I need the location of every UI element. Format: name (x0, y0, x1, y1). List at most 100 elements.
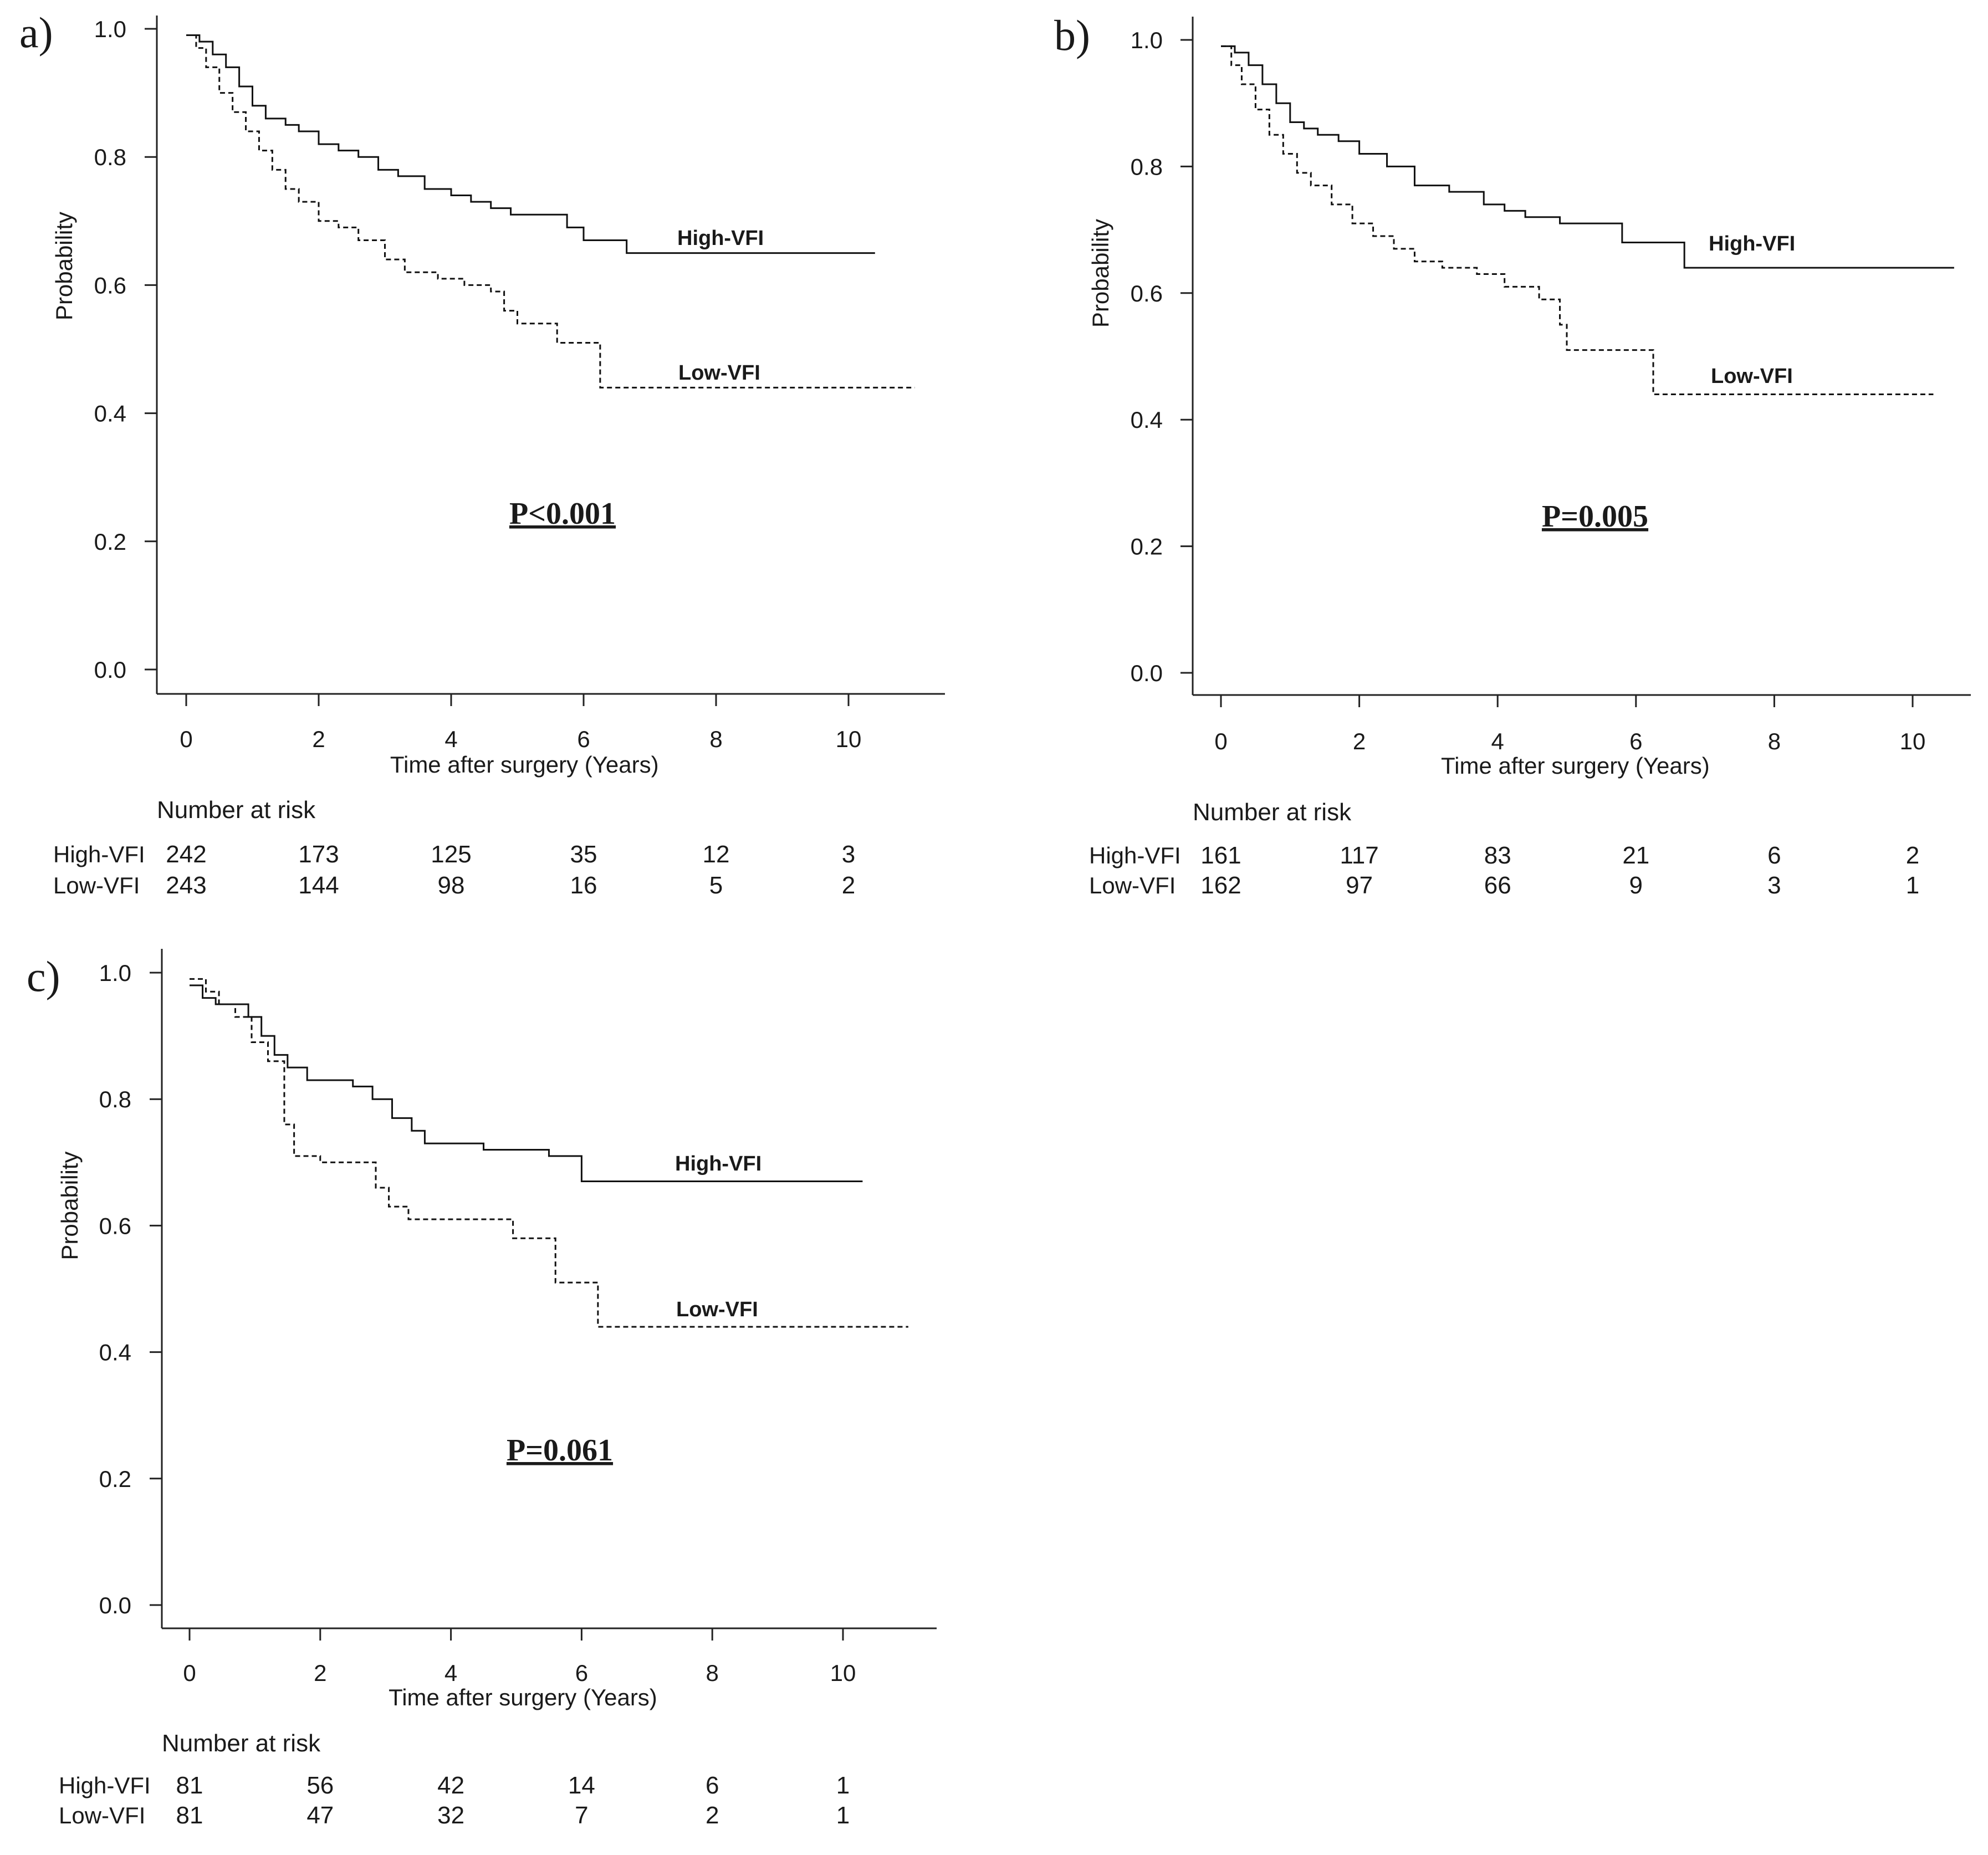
risk-value: 16 (570, 872, 597, 899)
x-axis-title: Time after surgery (Years) (389, 1684, 657, 1710)
x-tick-label: 4 (1491, 728, 1504, 754)
x-tick-label: 2 (312, 726, 325, 752)
risk-value: 14 (568, 1772, 595, 1799)
risk-value: 12 (703, 841, 730, 868)
risk-value: 98 (438, 872, 465, 899)
risk-value: 42 (437, 1772, 464, 1799)
y-tick-label: 0.2 (94, 529, 126, 555)
x-tick-label: 8 (1768, 728, 1781, 754)
risk-value: 1 (1906, 872, 1919, 899)
x-axis-title: Time after surgery (Years) (390, 752, 659, 778)
y-tick-label: 0.8 (99, 1086, 131, 1112)
risk-row-label: High-VFI (1089, 842, 1181, 868)
risk-value: 56 (306, 1772, 334, 1799)
risk-value: 144 (298, 872, 339, 899)
risk-value: 97 (1346, 872, 1373, 899)
curve-label-low-vfi: Low-VFI (1711, 365, 1793, 388)
x-tick-label: 4 (444, 1660, 457, 1686)
curve-label-low-vfi: Low-VFI (678, 361, 760, 385)
x-tick-label: 4 (444, 726, 457, 752)
risk-row-label: Low-VFI (53, 872, 140, 898)
curve-label-high-vfi: High-VFI (677, 227, 764, 250)
survival-curve-high-vfi (1221, 45, 1954, 269)
curve-label-high-vfi: High-VFI (1709, 232, 1795, 255)
risk-value: 125 (431, 841, 471, 868)
risk-value: 5 (709, 872, 723, 899)
y-tick-label: 0.2 (99, 1466, 131, 1492)
risk-row-label: Low-VFI (1089, 872, 1176, 898)
risk-value: 66 (1484, 872, 1511, 899)
y-tick-label: 0.6 (99, 1213, 131, 1239)
y-tick-label: 0.8 (1131, 154, 1163, 180)
risk-table-title: Number at risk (157, 796, 316, 824)
risk-value: 6 (706, 1772, 719, 1799)
risk-value: 162 (1200, 872, 1241, 899)
risk-value: 1 (836, 1802, 850, 1829)
survival-curve-low-vfi (1221, 45, 1934, 396)
risk-value: 117 (1340, 842, 1379, 869)
risk-row-label: Low-VFI (59, 1802, 145, 1828)
km-panel-a: a) 0.0 0.2 0.4 0.6 0.8 1.0 0 2 4 6 8 10 Time after su… (19, 8, 945, 899)
risk-value: 32 (437, 1802, 464, 1829)
x-tick-label: 0 (183, 1660, 196, 1686)
x-tick-label: 10 (1900, 728, 1926, 754)
x-tick-label: 6 (1629, 728, 1642, 754)
risk-value: 47 (306, 1802, 334, 1829)
y-tick-label: 0.6 (94, 272, 126, 298)
risk-value: 2 (1906, 842, 1919, 869)
km-panel-c: c) 0.0 0.2 0.4 0.6 0.8 1.0 0 2 4 6 8 10 Time after su… (27, 949, 937, 1829)
risk-value: 242 (166, 841, 206, 868)
risk-value: 3 (1767, 872, 1781, 899)
y-tick-label: 0.4 (94, 401, 126, 427)
risk-value: 161 (1200, 842, 1241, 869)
y-tick-label: 0.8 (94, 144, 126, 170)
curve-label-low-vfi: Low-VFI (676, 1298, 758, 1321)
y-tick-label: 0.0 (94, 657, 126, 683)
risk-row-label: High-VFI (59, 1772, 151, 1798)
panel-label: a) (19, 8, 53, 57)
panel-label: b) (1054, 11, 1090, 59)
survival-curve-low-vfi (190, 978, 908, 1328)
x-tick-label: 2 (1353, 728, 1366, 754)
y-tick-label: 1.0 (1131, 27, 1163, 53)
y-tick-label: 0.0 (99, 1592, 131, 1618)
risk-value: 21 (1622, 842, 1649, 869)
survival-curve-low-vfi (186, 34, 915, 389)
x-tick-label: 8 (706, 1660, 719, 1686)
km-panel-b: b) 0.0 0.2 0.4 0.6 0.8 1.0 0 2 4 6 8 10 Time after su… (1054, 11, 1971, 899)
survival-curve-high-vfi (190, 984, 863, 1183)
risk-value: 81 (176, 1802, 203, 1829)
x-tick-label: 2 (314, 1660, 326, 1686)
x-tick-label: 8 (709, 726, 722, 752)
x-axis-title: Time after surgery (Years) (1441, 753, 1710, 779)
risk-table-title: Number at risk (1193, 799, 1352, 826)
risk-value: 6 (1767, 842, 1781, 869)
risk-value: 35 (570, 841, 597, 868)
risk-value: 243 (166, 872, 206, 899)
x-tick-label: 6 (575, 1660, 588, 1686)
risk-value: 2 (706, 1802, 719, 1829)
p-value-annotation: P<0.001 (509, 497, 616, 531)
risk-value: 1 (836, 1772, 850, 1799)
survival-curve-high-vfi (186, 34, 875, 254)
y-axis-title: Probability (51, 212, 77, 320)
risk-value: 7 (575, 1802, 588, 1829)
p-value-annotation: P=0.061 (507, 1433, 613, 1468)
y-axis-title: Probability (1087, 219, 1113, 328)
y-tick-label: 0.4 (1131, 407, 1163, 433)
x-tick-label: 10 (836, 726, 862, 752)
x-tick-label: 0 (1214, 728, 1227, 754)
risk-value: 173 (298, 841, 339, 868)
y-tick-label: 1.0 (94, 16, 126, 42)
x-tick-label: 10 (830, 1660, 856, 1686)
panel-label: c) (27, 952, 60, 1000)
risk-table-title: Number at risk (162, 1730, 321, 1757)
y-tick-label: 0.0 (1131, 660, 1163, 686)
risk-value: 81 (176, 1772, 203, 1799)
y-axis-title: Probability (57, 1151, 83, 1260)
risk-row-label: High-VFI (53, 841, 145, 867)
curve-label-high-vfi: High-VFI (675, 1152, 762, 1176)
risk-value: 9 (1629, 872, 1643, 899)
risk-value: 83 (1484, 842, 1511, 869)
